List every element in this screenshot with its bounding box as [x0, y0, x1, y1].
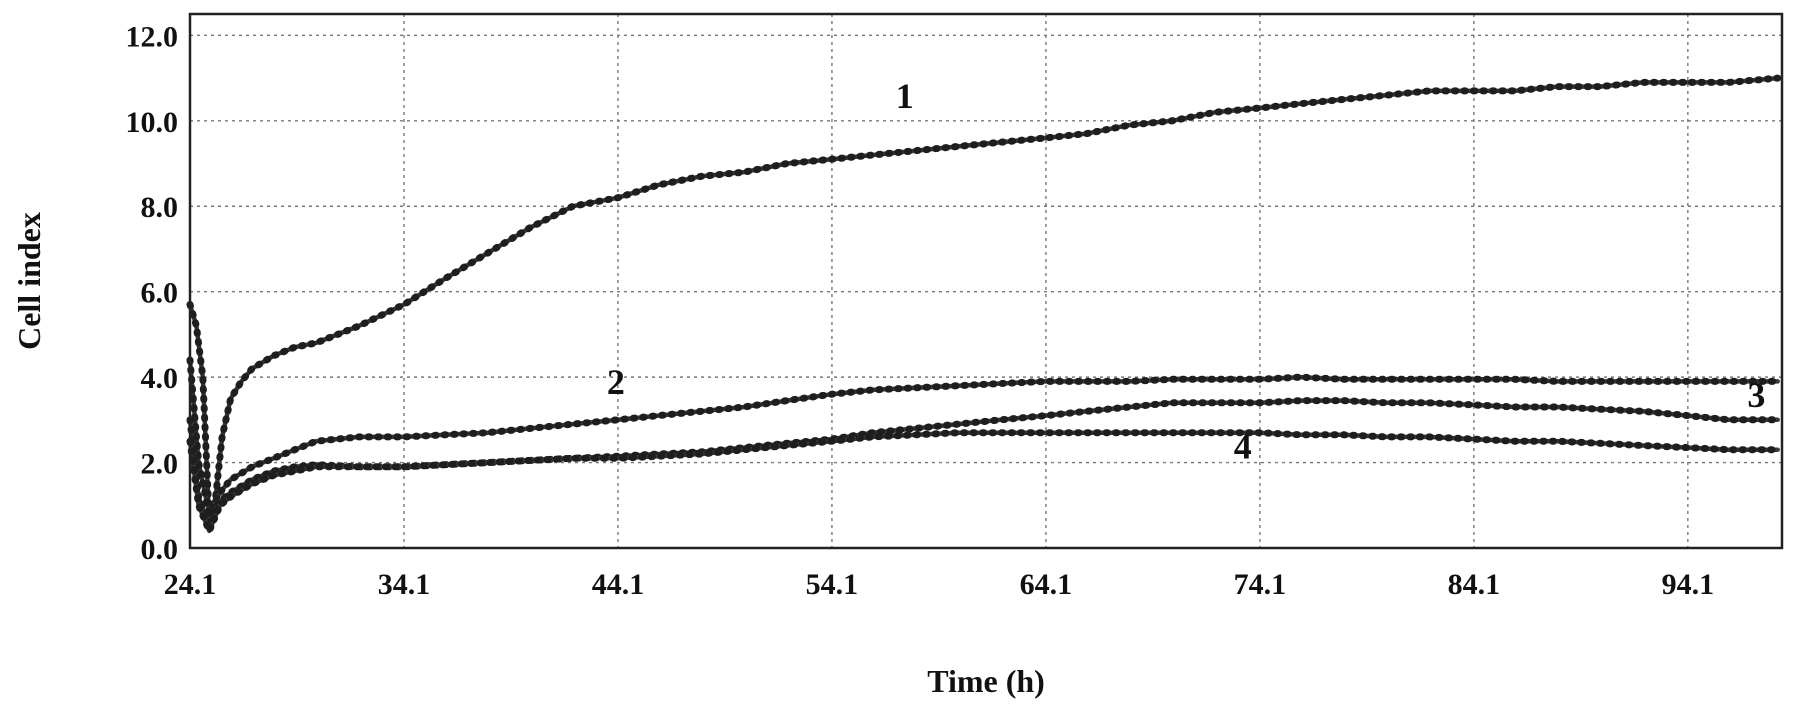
y-axis-label: Cell index [11, 212, 47, 350]
series-1-markers [186, 74, 1782, 524]
x-axis-label: Time (h) [927, 663, 1045, 699]
x-axis-ticks: 24.1 34.1 44.1 54.1 64.1 74.1 84.1 94.1 [164, 568, 1714, 601]
y-tick-label: 6.0 [141, 277, 179, 310]
plot-frame [188, 12, 1784, 550]
x-tick-label: 84.1 [1448, 568, 1501, 601]
series-1-label: 1 [896, 76, 914, 116]
y-tick-label: 2.0 [141, 448, 179, 481]
grid [190, 14, 1782, 548]
series-4-line [187, 430, 1780, 534]
series-2-label: 2 [607, 362, 625, 402]
y-tick-label: 8.0 [141, 191, 179, 224]
x-tick-label: 94.1 [1662, 568, 1715, 601]
series-4-label: 4 [1234, 426, 1252, 466]
series-3-markers [186, 397, 1782, 537]
y-tick-label: 10.0 [126, 106, 179, 139]
x-tick-label: 44.1 [592, 568, 645, 601]
x-tick-label: 74.1 [1234, 568, 1287, 601]
y-axis-ticks: 0.0 2.0 4.0 6.0 8.0 10.0 12.0 [126, 20, 179, 566]
series-labels: 1 2 3 4 [607, 76, 1766, 466]
series-3-label: 3 [1747, 375, 1765, 415]
series-4-markers [186, 429, 1782, 540]
series-2-markers [186, 356, 1782, 525]
y-tick-label: 12.0 [126, 20, 179, 53]
x-tick-label: 24.1 [164, 568, 217, 601]
series-layer [186, 74, 1782, 540]
y-tick-label: 4.0 [141, 362, 179, 395]
y-tick-label: 0.0 [141, 533, 179, 566]
x-tick-label: 34.1 [378, 568, 431, 601]
x-tick-label: 64.1 [1020, 568, 1073, 601]
x-tick-label: 54.1 [806, 568, 859, 601]
